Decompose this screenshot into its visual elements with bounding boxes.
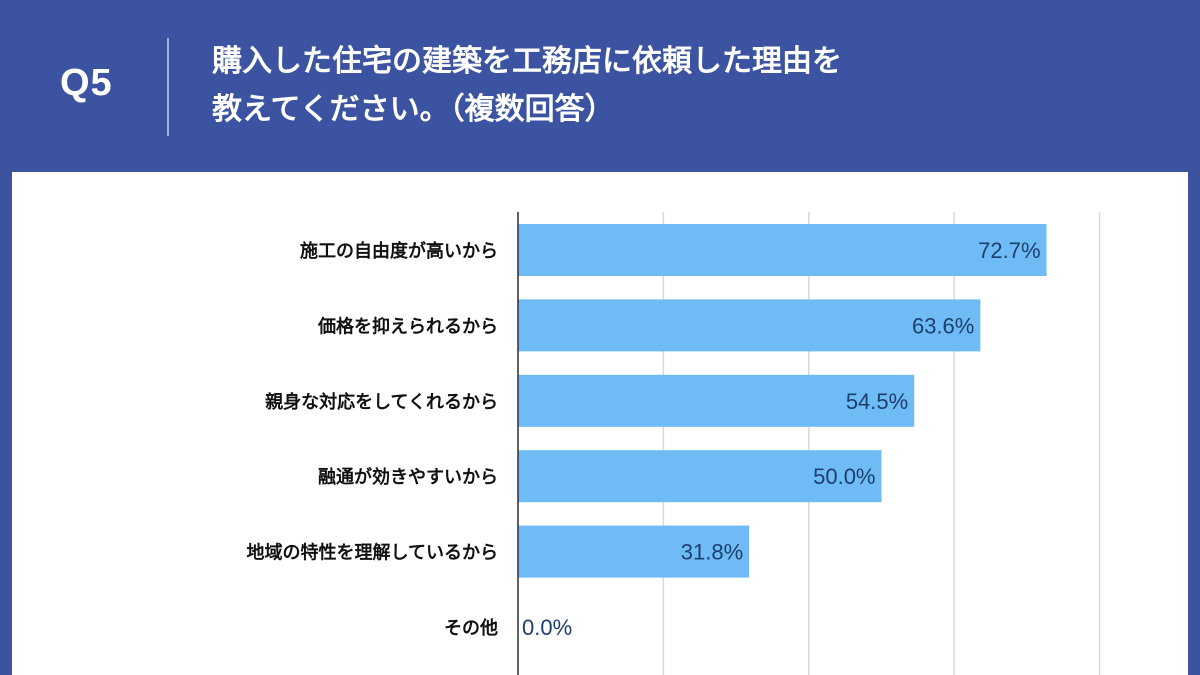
category-label: 融通が効きやすいから: [318, 466, 498, 488]
value-label: 72.7%: [978, 238, 1040, 263]
value-label: 0.0%: [522, 615, 572, 640]
value-label: 54.5%: [846, 389, 908, 414]
bar: [518, 224, 1047, 276]
question-header: Q5 購入した住宅の建築を工務店に依頼した理由を 教えてください。（複数回答）: [0, 0, 1200, 172]
bar-chart: 施工の自由度が高いから 72.7% 価格を抑えられるから 63.6% 親身な対応をしてく…: [247, 212, 1101, 675]
bar: [518, 450, 882, 503]
chart-panel: 施工の自由度が高いから 72.7% 価格を抑えられるから 63.6% 親身な対応をしてく…: [12, 172, 1188, 675]
value-label: 63.6%: [912, 313, 974, 338]
category-label: 価格を抑えられるから: [317, 315, 498, 337]
question-text: 購入した住宅の建築を工務店に依頼した理由を 教えてください。（複数回答）: [212, 38, 1112, 134]
value-label: 50.0%: [813, 464, 875, 489]
value-label: 31.8%: [681, 540, 743, 565]
bar: [518, 299, 981, 352]
question-line-1: 購入した住宅の建築を工務店に依頼した理由を: [212, 44, 842, 79]
bar: [518, 374, 915, 427]
header-divider: [167, 38, 169, 136]
category-label: その他: [444, 617, 498, 639]
category-label: 地域の特性を理解しているから: [247, 542, 498, 564]
bar: [518, 525, 750, 578]
question-line-2: 教えてください。（複数回答）: [212, 92, 615, 127]
question-number: Q5: [60, 62, 113, 104]
category-label: 親身な対応をしてくれるから: [265, 391, 498, 413]
category-label: 施工の自由度が高いから: [300, 240, 498, 262]
